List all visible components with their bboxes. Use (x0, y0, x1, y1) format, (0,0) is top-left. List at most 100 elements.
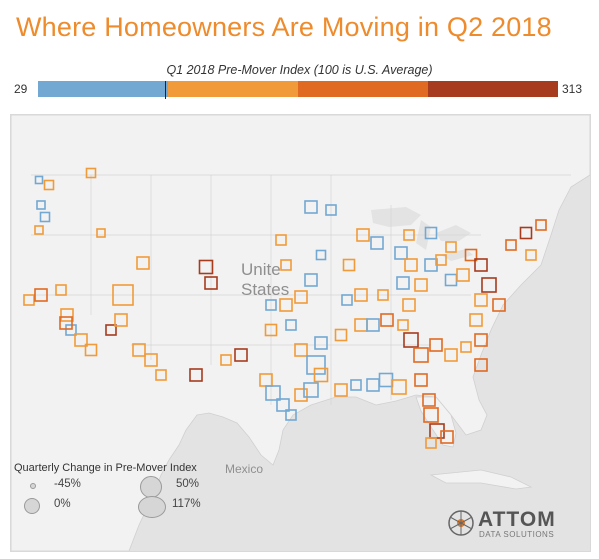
market-marker[interactable] (396, 276, 410, 290)
market-marker[interactable] (505, 239, 517, 251)
market-marker[interactable] (313, 367, 329, 383)
market-marker[interactable] (535, 219, 547, 231)
market-marker[interactable] (469, 313, 483, 327)
market-marker[interactable] (74, 333, 88, 347)
market-marker[interactable] (325, 204, 337, 216)
market-marker[interactable] (414, 278, 428, 292)
market-marker[interactable] (525, 249, 537, 261)
market-marker[interactable] (370, 236, 384, 250)
color-legend-segment-3 (298, 81, 428, 97)
market-marker[interactable] (23, 294, 35, 306)
market-marker[interactable] (435, 254, 447, 266)
market-marker[interactable] (303, 382, 319, 398)
market-marker[interactable] (304, 200, 318, 214)
market-marker[interactable] (55, 284, 67, 296)
market-marker[interactable] (464, 248, 478, 262)
market-marker[interactable] (65, 324, 77, 336)
market-marker[interactable] (460, 341, 472, 353)
market-marker[interactable] (265, 385, 281, 401)
market-marker[interactable] (59, 316, 73, 330)
market-marker[interactable] (341, 294, 353, 306)
market-marker[interactable] (315, 249, 327, 261)
market-marker[interactable] (444, 348, 458, 362)
market-marker[interactable] (96, 228, 106, 238)
state-borders (31, 174, 571, 405)
market-marker[interactable] (294, 388, 308, 402)
market-marker[interactable] (114, 313, 128, 327)
market-marker[interactable] (481, 277, 497, 293)
market-marker[interactable] (220, 354, 232, 366)
market-marker[interactable] (105, 324, 117, 336)
size-legend-label-2: 0% (54, 498, 71, 510)
size-legend-circle-small (30, 483, 36, 489)
market-marker[interactable] (440, 430, 454, 444)
market-marker[interactable] (144, 353, 158, 367)
market-markers[interactable] (23, 167, 547, 449)
market-marker[interactable] (204, 276, 218, 290)
market-marker[interactable] (354, 288, 368, 302)
market-marker[interactable] (413, 347, 429, 363)
market-marker[interactable] (112, 284, 134, 306)
market-marker[interactable] (132, 343, 146, 357)
market-marker[interactable] (136, 256, 150, 270)
market-marker[interactable] (350, 379, 362, 391)
market-marker[interactable] (424, 226, 438, 240)
market-marker[interactable] (234, 348, 248, 362)
market-marker[interactable] (264, 323, 278, 337)
market-marker[interactable] (189, 368, 203, 382)
market-marker[interactable] (85, 167, 97, 179)
market-marker[interactable] (402, 298, 416, 312)
market-marker[interactable] (36, 200, 46, 210)
market-marker[interactable] (306, 355, 326, 375)
market-marker[interactable] (366, 318, 380, 332)
market-marker[interactable] (380, 313, 394, 327)
market-marker[interactable] (342, 258, 356, 272)
market-marker[interactable] (155, 369, 167, 381)
market-marker[interactable] (414, 373, 428, 387)
market-marker[interactable] (84, 343, 98, 357)
market-marker[interactable] (60, 308, 74, 322)
market-marker[interactable] (474, 333, 488, 347)
market-marker[interactable] (391, 379, 407, 395)
market-marker[interactable] (474, 358, 488, 372)
market-marker[interactable] (34, 175, 44, 185)
market-marker[interactable] (294, 343, 308, 357)
market-marker[interactable] (404, 258, 418, 272)
market-marker[interactable] (492, 298, 506, 312)
market-marker[interactable] (445, 241, 457, 253)
market-marker[interactable] (474, 258, 488, 272)
map-view[interactable]: Unite States Mexico (10, 114, 591, 552)
market-marker[interactable] (474, 293, 488, 307)
market-marker[interactable] (43, 179, 55, 191)
color-legend-segment-2 (168, 81, 298, 97)
market-marker[interactable] (422, 393, 436, 407)
market-marker[interactable] (423, 407, 439, 423)
market-marker[interactable] (276, 398, 290, 412)
market-marker[interactable] (285, 319, 297, 331)
market-marker[interactable] (356, 228, 370, 242)
market-marker[interactable] (285, 409, 297, 421)
market-marker[interactable] (403, 229, 415, 241)
market-marker[interactable] (39, 211, 51, 223)
market-marker[interactable] (280, 259, 292, 271)
market-marker[interactable] (425, 437, 437, 449)
market-marker[interactable] (377, 289, 389, 301)
market-marker[interactable] (275, 234, 287, 246)
market-marker[interactable] (397, 319, 409, 331)
market-marker[interactable] (294, 290, 308, 304)
market-marker[interactable] (456, 268, 470, 282)
market-marker[interactable] (198, 259, 214, 275)
market-marker[interactable] (304, 273, 318, 287)
market-marker[interactable] (34, 288, 48, 302)
map-canvas[interactable]: Unite States Mexico (11, 115, 590, 551)
market-marker[interactable] (429, 338, 443, 352)
market-marker[interactable] (403, 332, 419, 348)
market-marker[interactable] (265, 299, 277, 311)
market-marker[interactable] (334, 328, 348, 342)
market-marker[interactable] (334, 383, 348, 397)
market-marker[interactable] (34, 225, 44, 235)
market-marker[interactable] (279, 298, 293, 312)
market-marker[interactable] (314, 336, 328, 350)
market-marker[interactable] (394, 246, 408, 260)
market-marker[interactable] (519, 226, 533, 240)
